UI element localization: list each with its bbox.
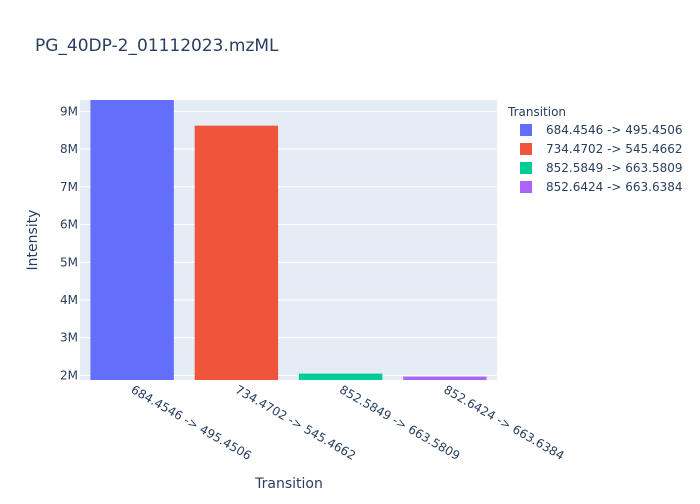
bar — [194, 125, 279, 381]
legend-item-label: 852.6424 -> 663.6384 — [546, 180, 683, 194]
legend-item-label: 684.4546 -> 495.4506 — [546, 123, 683, 137]
y-tick-label: 5M — [60, 255, 78, 269]
y-tick-label: 8M — [60, 142, 78, 156]
legend-swatch — [520, 124, 532, 136]
bar — [403, 376, 487, 380]
y-tick-label: 6M — [60, 218, 78, 232]
legend-title: Transition — [507, 105, 566, 119]
y-tick-label: 7M — [60, 180, 78, 194]
y-tick-label: 4M — [60, 293, 78, 307]
y-axis-label: Intensity — [25, 210, 41, 271]
y-tick-label: 3M — [60, 331, 78, 345]
legend: Transition 684.4546 -> 495.4506 734.4702 … — [507, 105, 683, 194]
bar — [90, 100, 174, 380]
legend-swatch — [520, 162, 532, 174]
bars — [90, 100, 487, 381]
legend-item-label: 852.5849 -> 663.5809 — [546, 161, 683, 175]
legend-item-label: 734.4702 -> 545.4662 — [546, 142, 683, 156]
legend-swatch — [520, 143, 532, 155]
legend-swatch — [520, 181, 532, 193]
bar — [298, 373, 383, 380]
y-tick-label: 2M — [60, 368, 78, 382]
y-tick-label: 9M — [60, 104, 78, 118]
chart-title: PG_40DP-2_01112023.mzML — [35, 36, 279, 56]
x-axis-label: Transition — [254, 476, 323, 492]
y-axis-ticks: 2M 3M 4M 5M 6M 7M 8M 9M — [60, 104, 78, 382]
legend-items: 684.4546 -> 495.4506 734.4702 -> 545.4662… — [520, 123, 683, 194]
